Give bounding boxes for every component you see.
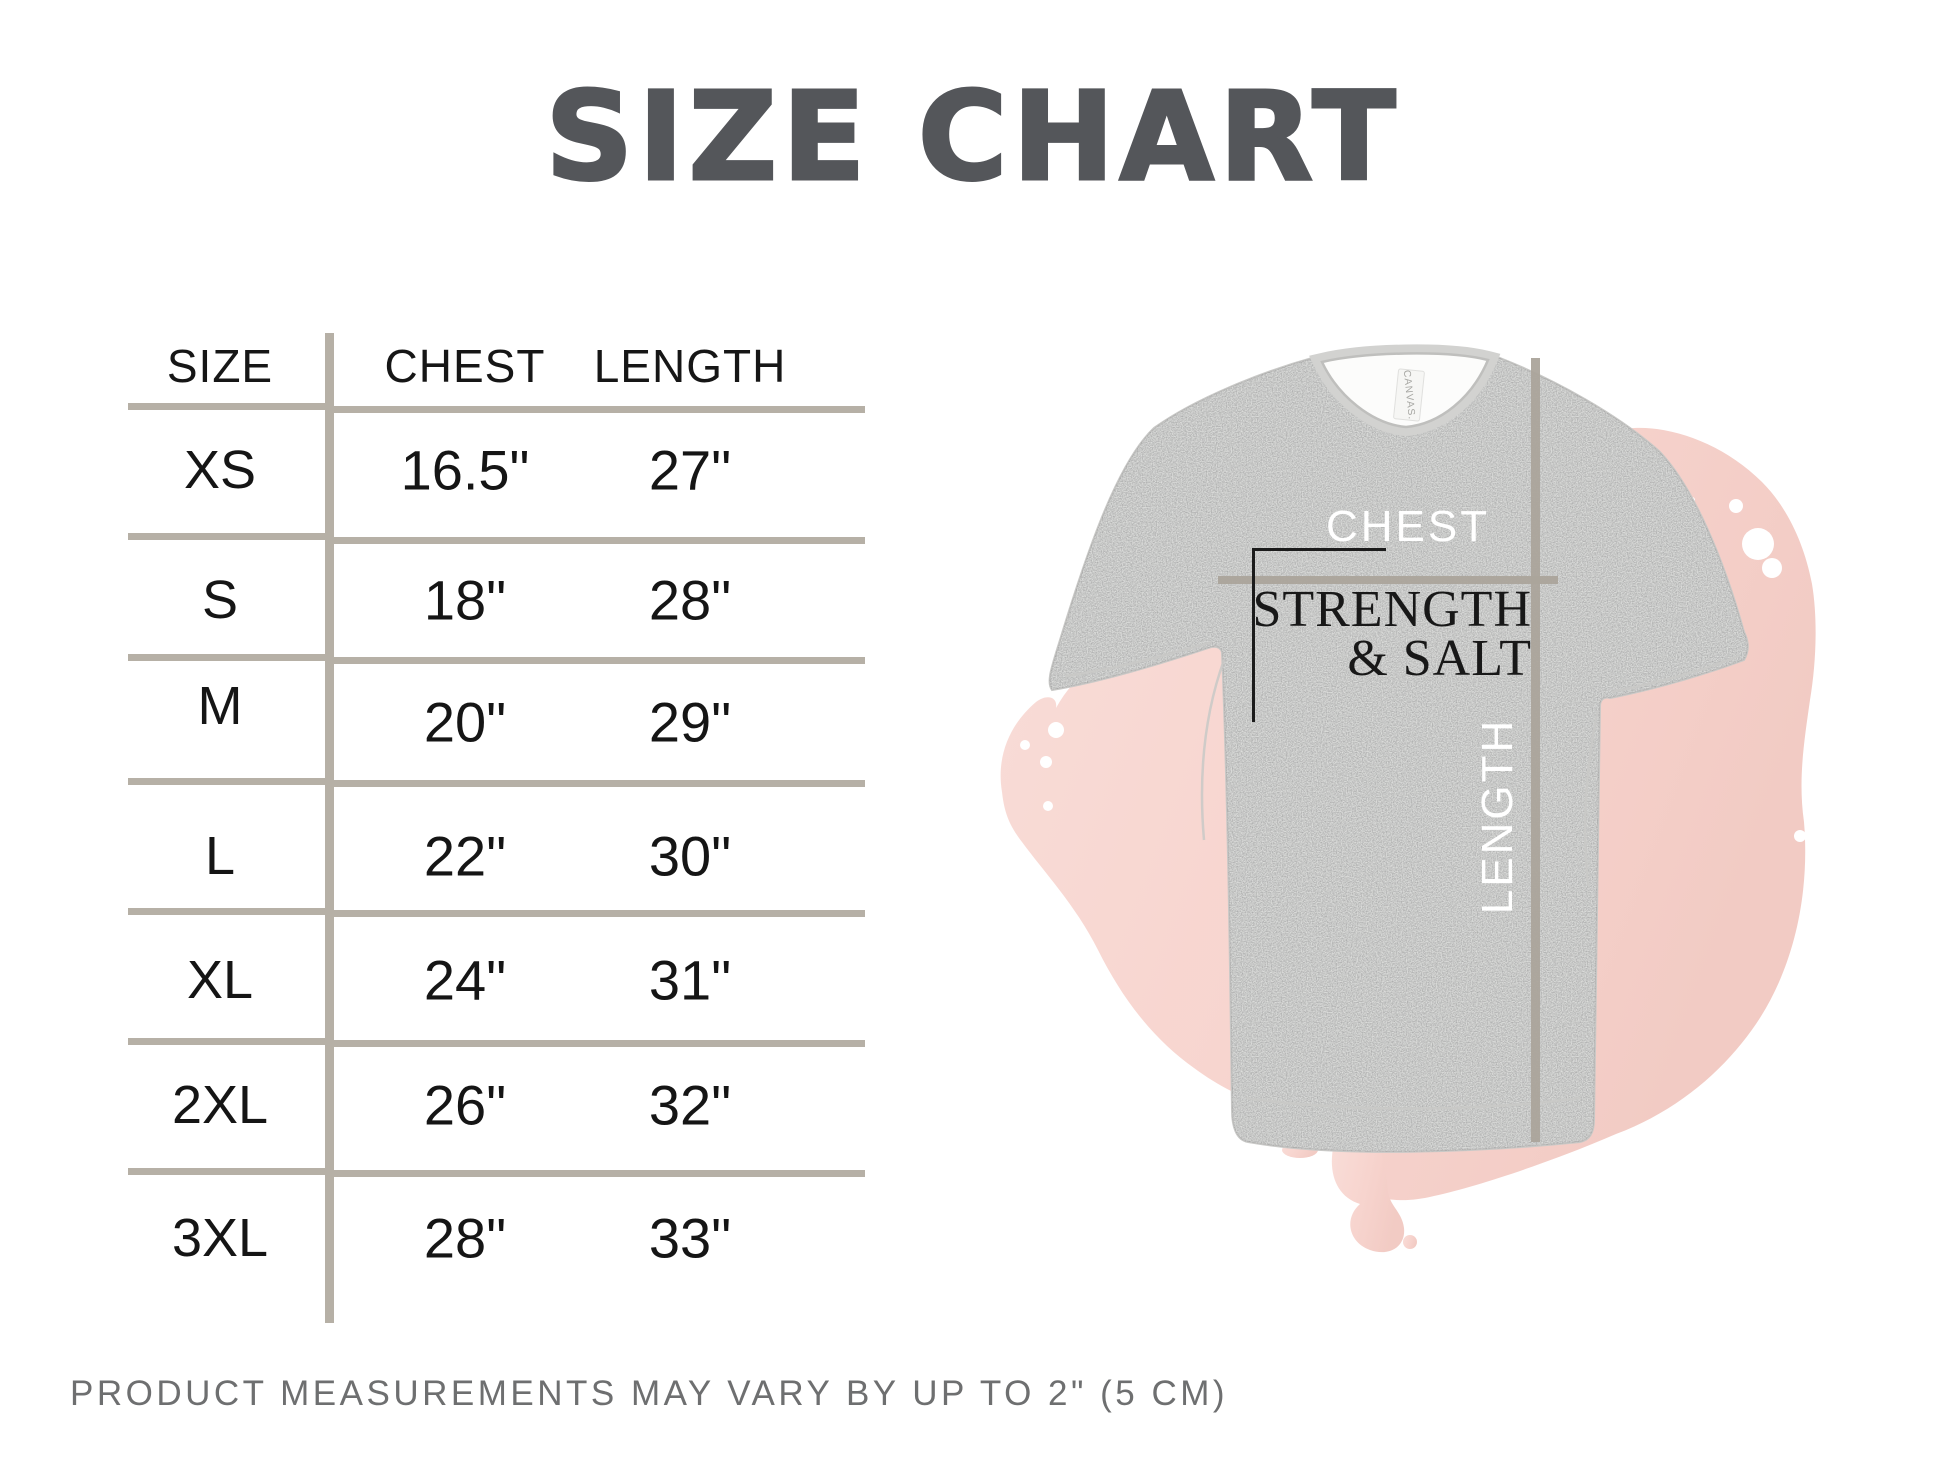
chest-cell: 28"	[423, 1206, 507, 1270]
row-separator	[329, 537, 865, 544]
row-separator	[329, 657, 865, 664]
row-separator	[128, 533, 331, 540]
row-separator	[329, 1170, 865, 1177]
print-bracket-h	[1252, 548, 1386, 551]
row-separator	[329, 780, 865, 787]
chest-cell: 26"	[423, 1073, 507, 1137]
neck-tag	[1393, 368, 1425, 422]
footer-note: PRODUCT MEASUREMENTS MAY VARY BY UP TO 2…	[70, 1374, 1229, 1413]
table-header-size: SIZE	[166, 340, 274, 392]
row-separator	[329, 1040, 865, 1047]
length-cell: 27"	[648, 438, 732, 502]
size-cell: L	[204, 826, 236, 886]
collar: CANVAS.	[1309, 344, 1501, 437]
chest-cell: 18"	[423, 568, 507, 632]
row-separator	[329, 406, 865, 413]
print-line1: STRENGTH	[1252, 581, 1532, 638]
length-cell: 32"	[648, 1073, 732, 1137]
row-separator	[329, 910, 865, 917]
row-separator	[128, 1168, 331, 1175]
chest-cell: 20"	[423, 690, 507, 754]
size-cell: S	[201, 570, 239, 630]
size-cell: XS	[183, 440, 257, 500]
size-cell: M	[197, 676, 243, 736]
neck-tag-text: CANVAS.	[1401, 369, 1417, 420]
table-header-chest: CHEST	[384, 340, 546, 392]
print-bracket-v	[1252, 548, 1255, 722]
row-separator	[128, 778, 331, 785]
chest-cell: 16.5"	[400, 438, 530, 502]
row-separator	[128, 403, 331, 410]
chest-label: CHEST	[1326, 502, 1491, 551]
size-cell: 2XL	[171, 1075, 269, 1135]
length-cell: 28"	[648, 568, 732, 632]
size-cell: XL	[186, 950, 254, 1010]
chest-cell: 22"	[423, 824, 507, 888]
length-cell: 31"	[648, 948, 732, 1012]
tshirt: CANVAS.	[1048, 344, 1749, 1153]
length-label: LENGTH	[1473, 717, 1522, 915]
chest-measure-line	[1218, 576, 1558, 584]
length-measure-line	[1531, 358, 1540, 1142]
length-cell: 29"	[648, 690, 732, 754]
size-table: SIZE CHEST LENGTH XS 16.5" 27" S 18" 28" M 20" 2…	[0, 0, 900, 1340]
row-separator	[128, 654, 331, 661]
column-divider	[325, 333, 334, 1323]
length-cell: 30"	[648, 824, 732, 888]
print-line2: & SALT	[1347, 630, 1532, 687]
size-cell: 3XL	[171, 1208, 269, 1268]
length-cell: 33"	[648, 1206, 732, 1270]
row-separator	[128, 1038, 331, 1045]
row-separator	[128, 908, 331, 915]
chest-cell: 24"	[423, 948, 507, 1012]
page-title: SIZE CHART	[544, 65, 1401, 210]
table-header-length: LENGTH	[593, 340, 787, 392]
